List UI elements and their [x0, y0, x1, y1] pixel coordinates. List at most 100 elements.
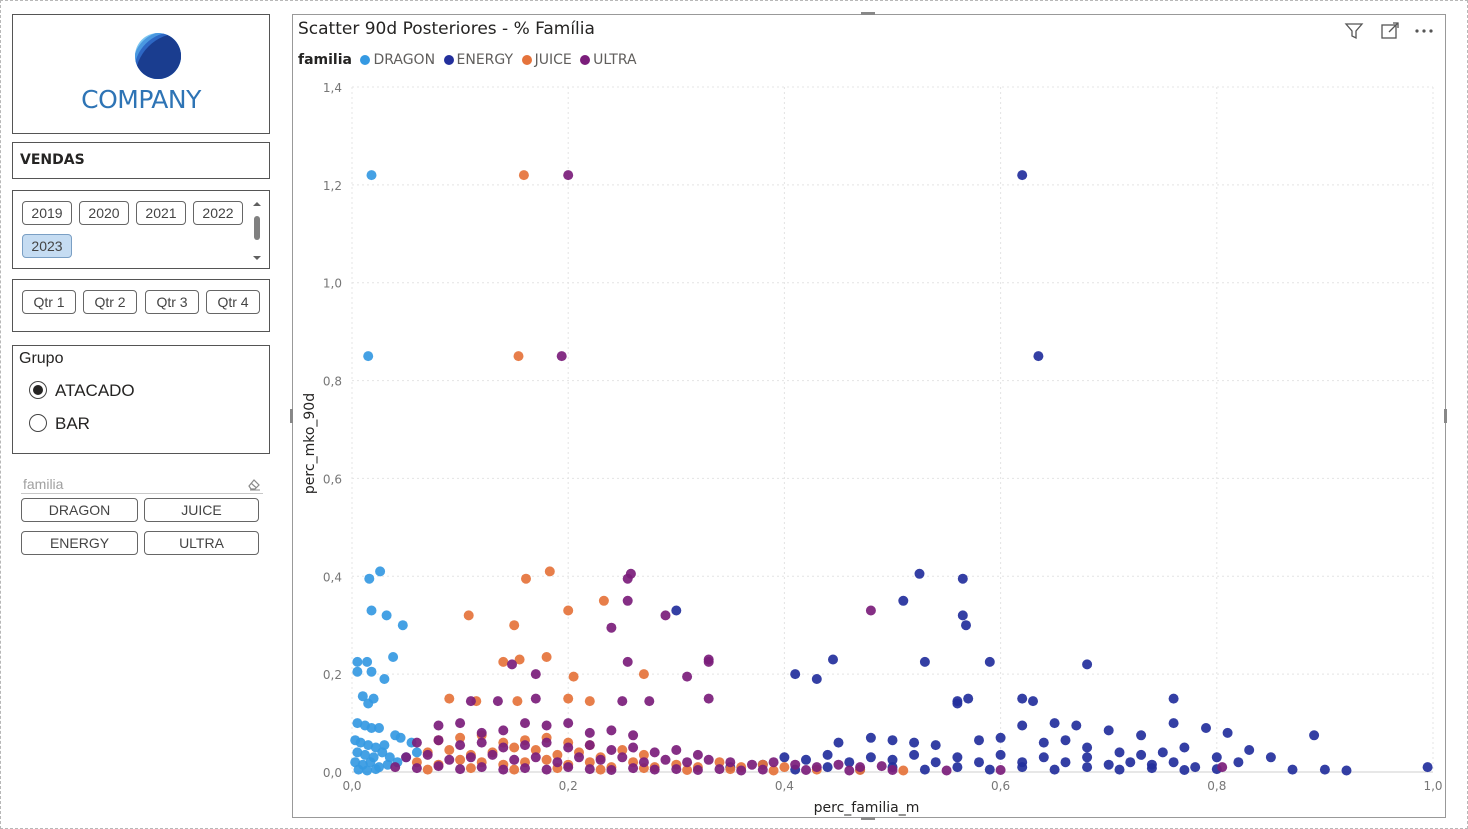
point-juice[interactable] — [563, 693, 574, 704]
point-ultra[interactable] — [476, 727, 487, 738]
point-energy[interactable] — [974, 735, 984, 746]
point-ultra[interactable] — [622, 656, 633, 667]
point-energy[interactable] — [1319, 764, 1330, 775]
point-ultra[interactable] — [606, 745, 617, 755]
point-energy[interactable] — [957, 573, 968, 584]
point-energy[interactable] — [1168, 693, 1179, 704]
point-dragon[interactable] — [352, 747, 363, 758]
point-ultra[interactable] — [433, 720, 444, 731]
point-ultra[interactable] — [757, 764, 768, 775]
point-energy[interactable] — [919, 656, 930, 667]
point-juice[interactable] — [725, 764, 736, 775]
point-dragon[interactable] — [364, 573, 375, 584]
point-ultra[interactable] — [692, 765, 703, 775]
point-energy[interactable] — [1060, 735, 1071, 746]
point-juice[interactable] — [568, 671, 579, 682]
point-dragon[interactable] — [370, 764, 381, 775]
point-dragon[interactable] — [366, 170, 377, 181]
point-ultra[interactable] — [530, 693, 541, 704]
point-energy[interactable] — [1125, 757, 1136, 768]
year-chip-2022[interactable]: 2022 — [193, 201, 243, 225]
point-ultra[interactable] — [606, 725, 617, 736]
point-energy[interactable] — [930, 757, 941, 768]
point-energy[interactable] — [1201, 723, 1211, 733]
point-energy[interactable] — [1146, 763, 1157, 774]
point-ultra[interactable] — [833, 759, 844, 770]
point-ultra[interactable] — [552, 757, 563, 768]
point-energy[interactable] — [1038, 752, 1049, 763]
point-dragon[interactable] — [362, 656, 373, 667]
point-dragon[interactable] — [365, 757, 376, 768]
point-energy[interactable] — [887, 735, 898, 746]
point-ultra[interactable] — [563, 742, 574, 753]
legend-item-ultra[interactable]: ULTRA — [580, 52, 637, 68]
point-dragon[interactable] — [397, 620, 408, 631]
point-ultra[interactable] — [444, 754, 455, 765]
familia-chip-dragon[interactable]: DRAGON — [21, 498, 138, 522]
point-energy[interactable] — [1017, 720, 1028, 731]
point-ultra[interactable] — [649, 764, 660, 775]
point-ultra[interactable] — [790, 759, 801, 770]
point-energy[interactable] — [984, 656, 995, 667]
point-energy[interactable] — [952, 696, 963, 707]
point-energy[interactable] — [1082, 742, 1093, 753]
point-ultra[interactable] — [509, 754, 520, 765]
point-energy[interactable] — [828, 654, 838, 665]
point-ultra[interactable] — [703, 693, 714, 704]
point-ultra[interactable] — [692, 749, 703, 760]
quarter-chip-1[interactable]: Qtr 1 — [22, 290, 76, 314]
point-energy[interactable] — [1017, 170, 1028, 181]
point-energy[interactable] — [984, 764, 995, 775]
point-ultra[interactable] — [520, 718, 530, 729]
point-ultra[interactable] — [498, 742, 509, 753]
point-juice[interactable] — [714, 757, 725, 768]
point-ultra[interactable] — [725, 757, 736, 768]
point-energy[interactable] — [995, 749, 1006, 760]
quarter-chip-3[interactable]: Qtr 3 — [145, 290, 199, 314]
point-energy[interactable] — [844, 757, 855, 768]
more-options-icon[interactable] — [1413, 21, 1435, 41]
point-juice[interactable] — [638, 669, 649, 680]
point-juice[interactable] — [498, 656, 509, 667]
point-dragon[interactable] — [374, 723, 384, 733]
point-ultra[interactable] — [736, 765, 747, 776]
point-energy[interactable] — [1341, 765, 1352, 776]
scatter-chart-visual[interactable]: 0,0 0,2 0,4 0,6 0,8 1,0 1,2 1,4 0,0 0,2 0,4 0,6 0,8 1… — [292, 14, 1446, 818]
point-energy[interactable] — [1287, 764, 1298, 775]
point-juice[interactable] — [518, 170, 529, 181]
point-dragon[interactable] — [352, 656, 363, 667]
year-chip-2021[interactable]: 2021 — [136, 201, 186, 225]
point-energy[interactable] — [822, 762, 833, 773]
point-energy[interactable] — [1038, 737, 1049, 748]
point-juice[interactable] — [563, 605, 574, 616]
point-energy[interactable] — [1049, 764, 1060, 775]
point-ultra[interactable] — [606, 765, 617, 775]
point-ultra[interactable] — [747, 759, 757, 770]
point-ultra[interactable] — [401, 752, 412, 763]
point-ultra[interactable] — [671, 764, 682, 775]
point-ultra[interactable] — [995, 765, 1006, 775]
point-ultra[interactable] — [433, 735, 444, 746]
point-juice[interactable] — [455, 754, 466, 765]
year-chip-2020[interactable]: 2020 — [79, 201, 129, 225]
point-ultra[interactable] — [411, 737, 422, 748]
point-energy[interactable] — [952, 762, 963, 773]
point-energy[interactable] — [957, 610, 968, 621]
legend-item-energy[interactable]: ENERGY — [443, 52, 513, 68]
focus-mode-icon[interactable] — [1379, 21, 1401, 41]
point-dragon[interactable] — [363, 351, 374, 362]
point-ultra[interactable] — [622, 595, 633, 606]
point-juice[interactable] — [465, 763, 476, 774]
point-ultra[interactable] — [465, 752, 476, 763]
point-dragon[interactable] — [360, 749, 370, 760]
point-ultra[interactable] — [682, 757, 693, 768]
point-energy[interactable] — [1265, 752, 1276, 763]
point-ultra[interactable] — [563, 762, 574, 773]
point-energy[interactable] — [1168, 718, 1179, 729]
point-juice[interactable] — [513, 351, 524, 362]
point-energy[interactable] — [865, 732, 876, 743]
point-energy[interactable] — [1049, 718, 1060, 729]
point-ultra[interactable] — [563, 170, 574, 181]
point-dragon[interactable] — [355, 737, 366, 748]
radio-atacado[interactable] — [29, 381, 47, 399]
